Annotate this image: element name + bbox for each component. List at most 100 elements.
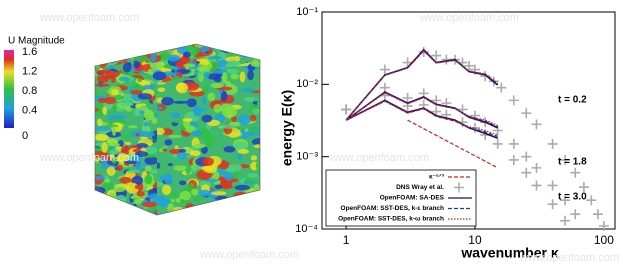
- vortex-blob: [239, 71, 246, 83]
- vortex-blob: [120, 101, 134, 107]
- cube-edge: [94, 43, 261, 216]
- data-marker: [570, 209, 581, 220]
- vortex-blob: [250, 201, 260, 209]
- vortex-blob: [139, 131, 155, 138]
- data-marker: [578, 182, 589, 193]
- data-marker: [469, 122, 480, 133]
- vortex-blob: [119, 176, 132, 184]
- vortex-blob: [149, 62, 164, 70]
- data-marker: [592, 209, 603, 220]
- vortex-blob: [144, 109, 155, 121]
- vortex-blob: [199, 59, 210, 66]
- vortex-blob: [112, 47, 122, 51]
- vortex-blob: [97, 194, 105, 205]
- data-marker: [441, 54, 452, 65]
- vortex-blob: [97, 118, 103, 127]
- vortex-blob: [98, 51, 109, 59]
- vortex-blob: [237, 152, 243, 160]
- vortex-blob: [167, 163, 173, 167]
- vortex-blob: [157, 181, 166, 187]
- vortex-blob: [250, 61, 260, 67]
- vortex-blob: [95, 125, 111, 132]
- watermark: www.openfoam.com: [199, 249, 299, 261]
- colorbar-title: U Magnitude: [8, 36, 65, 47]
- vortex-blob: [186, 98, 197, 108]
- vortex-blob: [234, 184, 251, 191]
- vortex-blob: [251, 108, 260, 115]
- vortex-blob: [160, 51, 170, 61]
- vortex-blob: [244, 97, 258, 102]
- vortex-blob: [95, 206, 103, 215]
- colorbar-tick-label: 0.8: [22, 85, 37, 97]
- vortex-blob: [168, 134, 182, 138]
- vortex-blob: [182, 153, 191, 157]
- data-marker: [431, 50, 442, 61]
- vortex-blob: [96, 48, 107, 58]
- vortex-blob: [121, 145, 131, 155]
- vortex-blob: [98, 47, 112, 59]
- colorbar-tick-label: 1.2: [22, 65, 37, 77]
- vortex-blob: [125, 107, 133, 112]
- vortex-blob: [220, 103, 233, 113]
- vortex-blob: [253, 144, 260, 149]
- vortex-blob: [233, 191, 249, 200]
- vortex-blob: [198, 189, 211, 197]
- vortex-blob: [234, 44, 245, 55]
- watermark: www.openfoam.com: [419, 12, 519, 24]
- data-marker: [560, 154, 571, 165]
- vortex-blob: [144, 165, 152, 172]
- vortex-blob: [247, 44, 260, 52]
- vortex-blob: [134, 198, 142, 205]
- data-marker: [586, 195, 597, 206]
- vortex-blob: [167, 54, 181, 62]
- vortex-blob: [121, 49, 128, 56]
- vortex-blob: [104, 44, 115, 49]
- vortex-blob: [250, 46, 260, 55]
- vortex-blob: [118, 49, 125, 56]
- vortex-blob: [123, 160, 137, 165]
- data-marker: [508, 95, 519, 106]
- data-marker: [379, 64, 390, 75]
- vortex-blob: [157, 87, 166, 93]
- data-marker: [496, 82, 507, 93]
- vortex-blob: [95, 89, 100, 98]
- vortex-blob: [240, 44, 255, 49]
- vortex-blob: [124, 44, 134, 48]
- vortex-blob: [135, 161, 142, 172]
- colorbar: [4, 50, 14, 128]
- x-tick-label: 10: [468, 233, 482, 247]
- vortex-blob: [203, 134, 216, 143]
- data-marker: [570, 167, 581, 178]
- data-marker: [531, 119, 542, 130]
- vortex-blob: [114, 50, 129, 57]
- vortex-blob: [175, 82, 189, 94]
- vortex-blob: [134, 184, 141, 190]
- vortex-blob: [203, 84, 209, 95]
- watermark: www.openfoam.com: [39, 152, 139, 164]
- vortex-blob: [119, 134, 133, 138]
- data-marker: [521, 167, 532, 178]
- vortex-blob: [131, 210, 146, 215]
- vortex-blob: [198, 209, 208, 215]
- y-axis-label: energy E(κ): [279, 90, 295, 166]
- vortex-blob: [248, 203, 260, 214]
- vortex-blob: [172, 120, 181, 124]
- cube-render: [94, 43, 261, 216]
- annotation: t = 0.2: [558, 95, 587, 106]
- y-tick-label: 10⁻⁴: [295, 223, 318, 235]
- vortex-blob: [95, 102, 104, 110]
- vortex-blob: [136, 190, 145, 197]
- data-marker: [464, 60, 475, 71]
- vortex-blob: [122, 62, 132, 73]
- data-marker: [521, 108, 532, 119]
- vortex-blob: [219, 204, 225, 210]
- vortex-blob: [95, 46, 108, 56]
- vortex-blob: [189, 150, 201, 157]
- vortex-blob: [223, 171, 233, 181]
- vortex-blob: [135, 133, 141, 137]
- vortex-blob: [162, 145, 169, 149]
- vortex-blob: [236, 48, 250, 58]
- vortex-blob: [131, 175, 144, 186]
- vortex-blob: [150, 46, 157, 52]
- vortex-blob: [225, 44, 236, 50]
